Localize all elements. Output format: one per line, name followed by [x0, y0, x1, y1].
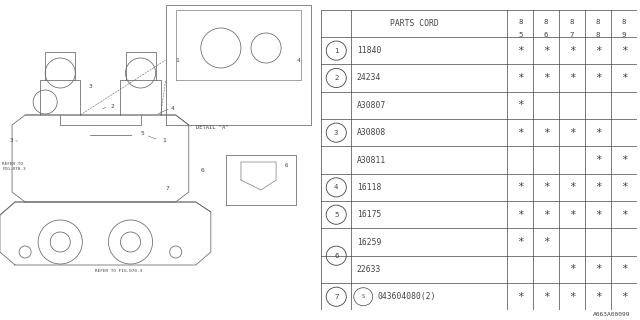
Text: 1: 1 [163, 138, 166, 143]
Text: *: * [517, 237, 524, 247]
Text: 4: 4 [297, 58, 301, 63]
Text: A063A00099: A063A00099 [593, 312, 630, 317]
Text: *: * [595, 46, 601, 56]
Text: S: S [362, 294, 365, 299]
Text: 3: 3 [88, 84, 92, 89]
Text: *: * [595, 264, 601, 274]
Text: *: * [595, 73, 601, 83]
Text: 8: 8 [544, 19, 548, 25]
Text: PARTS CORD: PARTS CORD [390, 19, 439, 28]
Text: *: * [517, 46, 524, 56]
Text: 7: 7 [334, 294, 339, 300]
Text: *: * [595, 182, 601, 192]
Text: *: * [543, 46, 550, 56]
Text: 9: 9 [621, 32, 626, 38]
Text: 8: 8 [621, 19, 626, 25]
Text: *: * [543, 210, 550, 220]
Text: 2: 2 [334, 75, 339, 81]
Text: 4: 4 [334, 184, 339, 190]
Text: 2: 2 [111, 104, 114, 109]
Text: *: * [621, 210, 627, 220]
Text: 22633: 22633 [357, 265, 381, 274]
Text: *: * [569, 73, 575, 83]
Text: 8: 8 [570, 19, 574, 25]
Text: *: * [543, 237, 550, 247]
Text: 3: 3 [334, 130, 339, 136]
Text: DETAIL "A": DETAIL "A" [196, 125, 228, 130]
Text: 4: 4 [171, 106, 175, 111]
Text: *: * [543, 292, 550, 302]
Text: *: * [517, 210, 524, 220]
Text: *: * [517, 128, 524, 138]
Text: *: * [621, 292, 627, 302]
Text: A30808: A30808 [357, 128, 386, 137]
Text: *: * [621, 264, 627, 274]
Text: 16259: 16259 [357, 237, 381, 246]
Text: *: * [517, 73, 524, 83]
Text: *: * [569, 128, 575, 138]
Text: *: * [595, 155, 601, 165]
Text: *: * [621, 73, 627, 83]
Text: *: * [569, 292, 575, 302]
Text: 1: 1 [334, 48, 339, 54]
Text: REFER TO FIG.070-3: REFER TO FIG.070-3 [95, 269, 143, 273]
Text: *: * [569, 210, 575, 220]
Text: *: * [543, 182, 550, 192]
Text: 6: 6 [334, 253, 339, 259]
Text: 8: 8 [596, 32, 600, 38]
Text: 8: 8 [518, 19, 523, 25]
Text: 24234: 24234 [357, 74, 381, 83]
Text: 8: 8 [596, 19, 600, 25]
Text: 5: 5 [518, 32, 523, 38]
Text: 7: 7 [166, 186, 170, 191]
Text: *: * [569, 264, 575, 274]
Text: A30807: A30807 [357, 101, 386, 110]
Text: 5: 5 [141, 131, 144, 136]
Text: *: * [621, 182, 627, 192]
Text: *: * [595, 128, 601, 138]
Text: 6: 6 [201, 168, 205, 173]
Text: 7: 7 [570, 32, 574, 38]
Text: REFER TO
FIG.070-3: REFER TO FIG.070-3 [2, 162, 26, 171]
Text: *: * [621, 155, 627, 165]
Text: 6: 6 [284, 163, 287, 168]
Text: *: * [517, 182, 524, 192]
Text: 3: 3 [10, 138, 14, 143]
Text: *: * [517, 292, 524, 302]
Text: *: * [569, 182, 575, 192]
Text: 16175: 16175 [357, 210, 381, 219]
Text: 5: 5 [334, 212, 339, 218]
Text: A30811: A30811 [357, 156, 386, 164]
Text: *: * [621, 46, 627, 56]
Text: *: * [543, 128, 550, 138]
Text: *: * [517, 100, 524, 110]
Text: 11840: 11840 [357, 46, 381, 55]
Text: *: * [569, 46, 575, 56]
Text: 043604080(2): 043604080(2) [377, 292, 436, 301]
Text: 1: 1 [176, 58, 179, 63]
Text: *: * [595, 210, 601, 220]
Text: 16118: 16118 [357, 183, 381, 192]
Text: *: * [543, 73, 550, 83]
Text: *: * [595, 292, 601, 302]
Text: 6: 6 [544, 32, 548, 38]
